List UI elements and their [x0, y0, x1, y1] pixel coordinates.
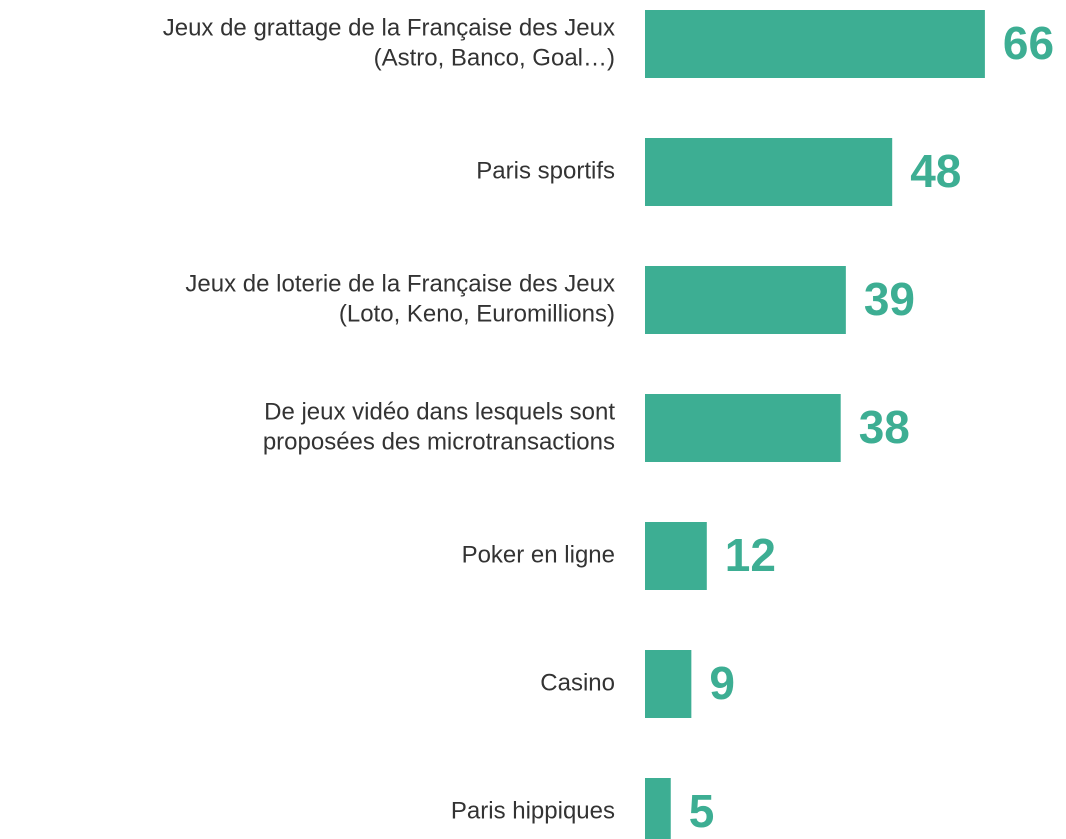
value-label: 48	[910, 145, 961, 197]
category-label: (Astro, Banco, Goal…)	[374, 44, 615, 71]
category-label: proposées des microtransactions	[263, 428, 615, 455]
bar	[645, 138, 893, 206]
value-label: 5	[689, 785, 715, 837]
value-label: 12	[725, 529, 776, 581]
category-label: Poker en ligne	[462, 541, 615, 568]
bar	[645, 394, 841, 462]
value-label: 9	[709, 657, 735, 709]
category-label: Paris sportifs	[476, 157, 615, 184]
category-label: De jeux vidéo dans lesquels sont	[264, 398, 615, 425]
category-label: Jeux de loterie de la Française des Jeux	[185, 270, 615, 297]
bar	[645, 266, 846, 334]
category-label: Casino	[540, 669, 615, 696]
value-label: 66	[1003, 17, 1054, 69]
bar	[645, 778, 671, 839]
bar	[645, 10, 985, 78]
value-label: 38	[859, 401, 910, 453]
category-label: (Loto, Keno, Euromillions)	[339, 300, 615, 327]
category-label: Jeux de grattage de la Française des Jeu…	[163, 14, 615, 41]
bar	[645, 522, 707, 590]
category-label: Paris hippiques	[451, 797, 615, 824]
value-label: 39	[864, 273, 915, 325]
bar	[645, 650, 692, 718]
